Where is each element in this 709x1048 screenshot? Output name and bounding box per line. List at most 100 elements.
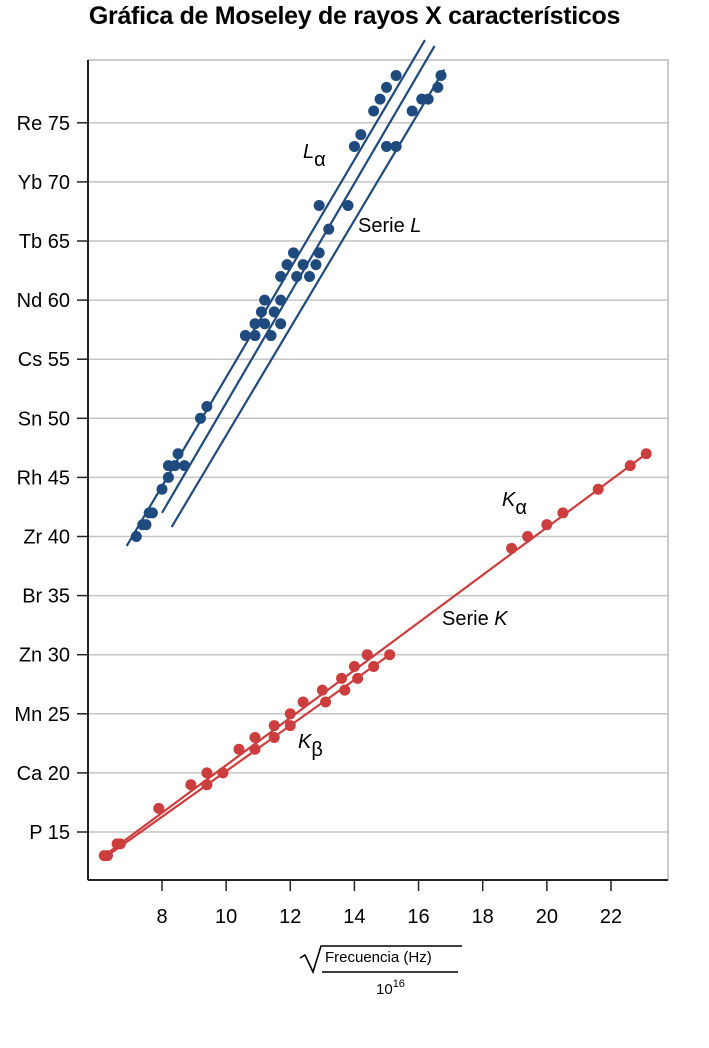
- x-tick-label: 14: [343, 906, 365, 928]
- data-point: [284, 720, 296, 732]
- data-point: [249, 318, 261, 330]
- x-label-numerator: Frecuencia (Hz): [325, 949, 432, 966]
- data-point: [275, 318, 287, 330]
- annotation-k-beta: Kβ: [298, 731, 323, 761]
- fit-line: [170, 69, 446, 528]
- data-point: [259, 318, 271, 330]
- data-point: [361, 649, 373, 661]
- y-tick-label: Sn 50: [18, 408, 70, 430]
- data-point: [406, 105, 418, 117]
- data-point: [348, 661, 360, 673]
- annotation-l-alpha: Lα: [303, 141, 326, 171]
- series-k-beta: [101, 649, 396, 862]
- data-point: [284, 708, 296, 720]
- data-point: [249, 330, 261, 342]
- data-point: [313, 247, 325, 259]
- data-point: [422, 93, 434, 105]
- data-point: [323, 223, 335, 235]
- data-point: [313, 200, 325, 212]
- data-point: [640, 448, 652, 460]
- x-tick-label: 8: [156, 906, 167, 928]
- data-point: [384, 649, 396, 661]
- series-l-beta: [137, 45, 447, 531]
- data-point: [153, 802, 165, 814]
- data-point: [506, 542, 518, 554]
- data-point: [352, 672, 364, 684]
- data-point: [201, 400, 213, 412]
- data-point: [287, 247, 299, 259]
- data-point: [259, 294, 271, 306]
- y-tick-label: Zr 40: [23, 527, 70, 549]
- series-l-gamma: [170, 69, 446, 528]
- data-point: [201, 767, 213, 779]
- x-tick-label: 12: [279, 906, 301, 928]
- data-point: [390, 70, 402, 82]
- data-point: [233, 743, 245, 755]
- data-point: [143, 507, 155, 519]
- data-point: [268, 720, 280, 732]
- data-point: [348, 140, 360, 152]
- y-tick-label: Re 75: [17, 113, 70, 135]
- x-axis-label: Frecuencia (Hz) 1016: [299, 945, 462, 998]
- data-point: [304, 270, 316, 282]
- annotation-serie-k: Serie K: [442, 608, 509, 630]
- chart-title: Gráfica de Moseley de rayos X caracterís…: [88, 2, 621, 30]
- data-point: [239, 330, 251, 342]
- sqrt-symbol-icon: [299, 945, 462, 975]
- y-tick-label: Yb 70: [18, 172, 70, 194]
- data-point: [374, 93, 386, 105]
- data-point: [268, 306, 280, 318]
- series-k-alfa: [98, 448, 652, 862]
- data-point: [281, 259, 293, 271]
- data-point: [297, 696, 309, 708]
- y-tick-label: Ca 20: [17, 763, 70, 785]
- data-point: [255, 306, 267, 318]
- data-point: [217, 767, 229, 779]
- y-tick-label: Mn 25: [14, 704, 70, 726]
- x-label-denominator: 1016: [376, 978, 405, 998]
- data-point: [172, 448, 184, 460]
- data-point: [336, 672, 348, 684]
- data-point: [156, 483, 168, 495]
- x-tick-label: 16: [407, 906, 429, 928]
- data-point: [169, 460, 181, 472]
- y-tick-label: Zn 30: [19, 645, 70, 667]
- data-point: [380, 140, 392, 152]
- data-point: [249, 743, 261, 755]
- data-point: [249, 731, 261, 743]
- data-point: [380, 81, 392, 93]
- data-point: [275, 270, 287, 282]
- data-point: [557, 507, 569, 519]
- data-point: [310, 259, 322, 271]
- data-point: [265, 330, 277, 342]
- data-point: [592, 483, 604, 495]
- data-point: [355, 129, 367, 141]
- y-tick-label: P 15: [29, 822, 70, 844]
- data-point: [114, 838, 126, 850]
- data-point: [178, 460, 190, 472]
- y-tick-label: Br 35: [22, 586, 70, 608]
- annotation-serie-l: Serie L: [358, 215, 421, 237]
- data-point: [368, 105, 380, 117]
- data-point: [342, 200, 354, 212]
- data-point: [275, 294, 287, 306]
- data-point: [624, 460, 636, 472]
- fit-line: [106, 653, 391, 857]
- y-tick-label: Tb 65: [19, 231, 70, 253]
- data-point: [201, 779, 213, 791]
- data-point: [291, 270, 303, 282]
- y-tick-label: Rh 45: [17, 467, 70, 489]
- data-point: [541, 519, 553, 531]
- data-point: [162, 471, 174, 483]
- x-tick-label: 10: [215, 906, 237, 928]
- x-tick-label: 20: [536, 906, 558, 928]
- data-point: [194, 412, 206, 424]
- data-point: [522, 531, 534, 542]
- data-point: [390, 140, 402, 152]
- data-point: [137, 519, 149, 531]
- data-point: [316, 684, 328, 696]
- y-tick-label: Cs 55: [18, 349, 70, 371]
- data-point: [320, 696, 332, 708]
- data-point: [130, 531, 142, 542]
